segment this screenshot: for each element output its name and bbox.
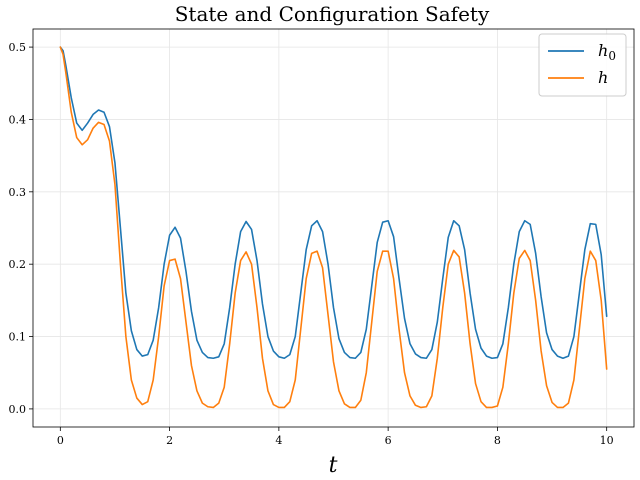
legend-label-h: h (598, 68, 608, 87)
x-tick-label: 8 (494, 434, 501, 447)
plot-frame (32, 28, 635, 428)
series-layer (59, 46, 608, 409)
series-line-h (59, 46, 608, 409)
y-tick-label: 0.2 (9, 258, 27, 271)
x-axis-label: t (329, 453, 338, 478)
chart-title: State and Configuration Safety (175, 2, 490, 26)
y-tick-label: 0.1 (9, 331, 27, 344)
legend-box (538, 33, 627, 97)
y-tick-label: 0.0 (9, 403, 27, 416)
legend: h0 h (538, 33, 627, 97)
y-tick-label: 0.4 (9, 113, 27, 126)
legend-label-h0: h0 (598, 41, 616, 63)
x-tick-label: 2 (166, 434, 173, 447)
x-tick-label: 10 (600, 434, 614, 447)
x-tick-label: 6 (385, 434, 392, 447)
y-tick-label: 0.3 (9, 186, 27, 199)
x-tick-label: 0 (57, 434, 64, 447)
y-tick-label: 0.5 (9, 41, 27, 54)
x-tick-label: 4 (275, 434, 282, 447)
series-line-h0 (59, 46, 608, 360)
ticks-layer: 0 2 4 6 8 10 0.0 0.1 0.2 0.3 0.4 0.5 (9, 41, 614, 447)
